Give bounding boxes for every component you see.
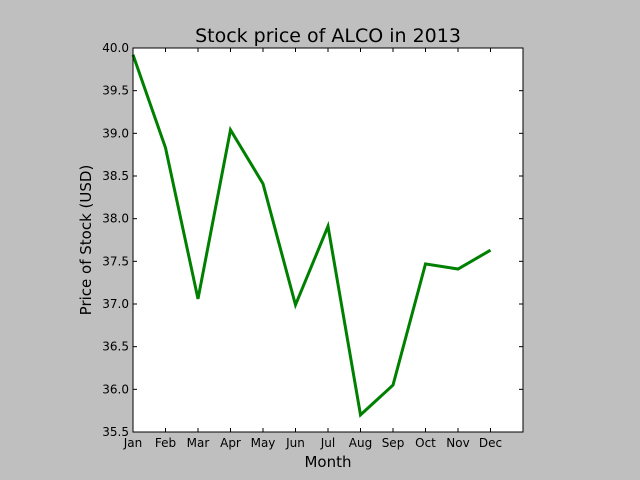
y-tick-label: 37.5 bbox=[102, 254, 129, 268]
plot-area bbox=[133, 48, 523, 432]
y-tick-label: 36.5 bbox=[102, 340, 129, 354]
y-tick-label: 40.0 bbox=[102, 41, 129, 55]
x-tick-label: May bbox=[251, 436, 276, 450]
y-tick-label: 36.0 bbox=[102, 382, 129, 396]
x-tick-label: Jul bbox=[320, 436, 335, 450]
chart-title: Stock price of ALCO in 2013 bbox=[195, 25, 461, 47]
y-tick-label: 38.5 bbox=[102, 169, 129, 183]
x-tick-label: Sep bbox=[382, 436, 405, 450]
x-axis-title: Month bbox=[304, 453, 351, 471]
x-tick-label: Dec bbox=[479, 436, 502, 450]
x-tick-label: Apr bbox=[220, 436, 241, 450]
y-axis-title: Price of Stock (USD) bbox=[77, 165, 95, 316]
y-tick-label: 39.5 bbox=[102, 84, 129, 98]
series-line bbox=[131, 54, 492, 418]
x-tick-label: Feb bbox=[155, 436, 176, 450]
x-tick-label: Nov bbox=[446, 436, 469, 450]
y-tick-label: 35.5 bbox=[102, 425, 129, 439]
y-tick-label: 38.0 bbox=[102, 212, 129, 226]
x-tick-label: Aug bbox=[349, 436, 372, 450]
y-tick-label: 39.0 bbox=[102, 126, 129, 140]
x-tick-label: Mar bbox=[187, 436, 210, 450]
y-tick-label: 37.0 bbox=[102, 297, 129, 311]
x-tick-label: Oct bbox=[415, 436, 436, 450]
x-tick-label: Jan bbox=[123, 436, 143, 450]
plot-frame bbox=[132, 47, 524, 433]
x-tick-label: Jun bbox=[285, 436, 305, 450]
